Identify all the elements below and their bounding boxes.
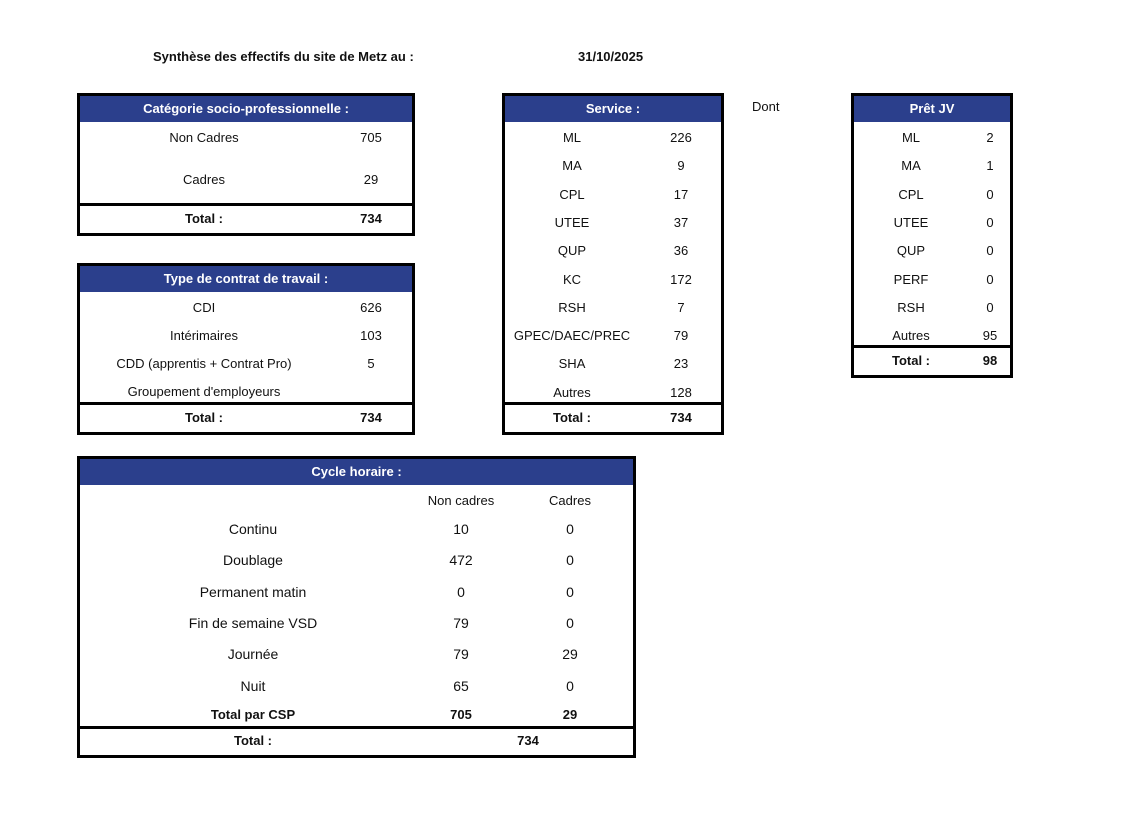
row-value: 10 bbox=[453, 521, 469, 537]
col-non-cadres: Non cadres bbox=[427, 493, 495, 508]
csp-header: Catégorie socio-professionnelle : bbox=[80, 96, 412, 122]
col-cadres: Cadres bbox=[549, 493, 591, 508]
row-label: PERF bbox=[893, 271, 929, 287]
pret-header: Prêt JV bbox=[854, 96, 1010, 122]
total-row: Total : 734 bbox=[80, 402, 412, 432]
csp-total-label: Total par CSP bbox=[210, 707, 296, 722]
row-value: 65 bbox=[453, 677, 469, 694]
total-value: 98 bbox=[982, 353, 998, 368]
total-label: Total : bbox=[184, 410, 224, 425]
row-value: 472 bbox=[449, 552, 473, 569]
row-label: KC bbox=[562, 271, 582, 287]
row-value: 0 bbox=[986, 214, 994, 230]
row-value: 79 bbox=[673, 328, 689, 344]
total-label: Total : bbox=[552, 410, 592, 425]
row-label: MA bbox=[901, 158, 921, 174]
row-label: CPL bbox=[898, 186, 924, 202]
total-label: Total : bbox=[184, 211, 224, 226]
row-label: CDI bbox=[192, 300, 216, 315]
row-value: 0 bbox=[566, 583, 574, 600]
csp-total-c: 29 bbox=[562, 707, 578, 722]
row-value: 95 bbox=[982, 328, 998, 344]
row-value: 7 bbox=[677, 299, 685, 315]
cycle-header: Cycle horaire : bbox=[80, 459, 633, 485]
total-row: Total : 734 bbox=[505, 402, 721, 432]
row-label: RSH bbox=[897, 299, 925, 315]
row-label: Intérimaires bbox=[170, 328, 238, 343]
row-label: Groupement d'employeurs bbox=[127, 384, 281, 399]
row-label: Permanent matin bbox=[199, 583, 307, 600]
row-value: 172 bbox=[670, 271, 692, 287]
row-value: 0 bbox=[566, 552, 574, 569]
row-label: Autres bbox=[892, 328, 930, 344]
row-label: UTEE bbox=[893, 214, 929, 230]
row-label: SHA bbox=[558, 356, 586, 372]
total-row: Total : 734 bbox=[80, 726, 633, 755]
row-value: 0 bbox=[457, 583, 465, 600]
row-label: Continu bbox=[228, 521, 278, 537]
row-value: 79 bbox=[453, 646, 469, 663]
row-label: CPL bbox=[559, 186, 585, 202]
row-value: 626 bbox=[360, 300, 382, 315]
total-label: Total : bbox=[891, 353, 931, 368]
row-value: 29 bbox=[363, 172, 379, 187]
row-label: GPEC/DAEC/PREC bbox=[513, 328, 631, 344]
service-header: Service : bbox=[505, 96, 721, 122]
row-label: RSH bbox=[558, 299, 586, 315]
row-value: 128 bbox=[670, 384, 692, 400]
row-value: 705 bbox=[360, 130, 382, 145]
pret-jv-table: Prêt JV ML 2 MA 1 CPL 0 UTEE 0 QUP 0 PERF 0 RSH 0 Autr… bbox=[851, 93, 1013, 378]
total-value: 734 bbox=[670, 410, 692, 425]
row-value: 2 bbox=[986, 130, 994, 145]
row-value: 0 bbox=[986, 271, 994, 287]
row-label: Non Cadres bbox=[169, 130, 239, 145]
row-label: ML bbox=[562, 130, 582, 145]
row-value: 36 bbox=[673, 243, 689, 259]
row-value: 29 bbox=[562, 646, 578, 663]
cycle-table: Cycle horaire : Non cadres Cadres Contin… bbox=[77, 456, 636, 758]
row-label: ML bbox=[901, 130, 921, 145]
dont-label: Dont bbox=[752, 99, 780, 114]
row-value: 0 bbox=[986, 299, 994, 315]
row-value: 0 bbox=[986, 186, 994, 202]
total-value: 734 bbox=[360, 410, 382, 425]
row-label: Fin de semaine VSD bbox=[188, 614, 318, 631]
row-value: 226 bbox=[670, 130, 692, 145]
row-value: 0 bbox=[986, 243, 994, 259]
csp-table: Catégorie socio-professionnelle : Non Ca… bbox=[77, 93, 415, 236]
row-label: Nuit bbox=[240, 677, 266, 694]
row-label: UTEE bbox=[554, 214, 590, 230]
row-value: 5 bbox=[367, 356, 375, 371]
row-value: 1 bbox=[986, 158, 994, 174]
row-value: 37 bbox=[673, 214, 689, 230]
row-label: MA bbox=[562, 158, 582, 174]
row-value: 9 bbox=[677, 158, 685, 174]
report-date: 31/10/2025 bbox=[578, 49, 644, 64]
total-label: Total : bbox=[233, 733, 273, 748]
row-value: 0 bbox=[566, 614, 574, 631]
total-row: Total : 734 bbox=[80, 203, 412, 233]
row-label: Cadres bbox=[183, 172, 225, 187]
service-table: Service : ML 226 MA 9 CPL 17 UTEE 37 QUP 36 KC 172 R… bbox=[502, 93, 724, 435]
row-value: 103 bbox=[360, 328, 382, 343]
page-title: Synthèse des effectifs du site de Metz a… bbox=[153, 49, 414, 64]
contrat-table: Type de contrat de travail : CDI 626 Intér… bbox=[77, 263, 415, 435]
total-value: 734 bbox=[517, 733, 539, 748]
row-value: 79 bbox=[453, 614, 469, 631]
total-value: 734 bbox=[360, 211, 382, 226]
row-label: CDD (apprentis + Contrat Pro) bbox=[116, 356, 292, 371]
row-label: Doublage bbox=[223, 552, 283, 569]
row-value: 17 bbox=[673, 186, 689, 202]
row-label: Autres bbox=[553, 384, 591, 400]
csp-total-nc: 705 bbox=[450, 707, 472, 722]
total-row: Total : 98 bbox=[854, 345, 1010, 375]
row-value: 0 bbox=[566, 521, 574, 537]
row-label: QUP bbox=[896, 243, 926, 259]
contrat-header: Type de contrat de travail : bbox=[80, 266, 412, 292]
row-label: Journée bbox=[227, 646, 279, 663]
row-label: QUP bbox=[557, 243, 587, 259]
row-value: 23 bbox=[673, 356, 689, 372]
row-value: 0 bbox=[566, 677, 574, 694]
